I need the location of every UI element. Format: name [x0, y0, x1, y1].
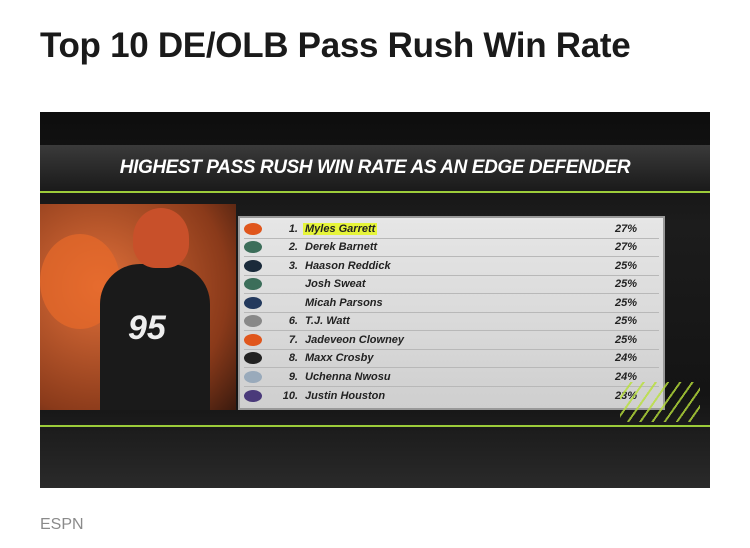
- win-rate: 24%: [614, 352, 637, 365]
- win-rate: 25%: [614, 278, 637, 291]
- table-row: 6. T.J. Watt 25%: [244, 313, 659, 331]
- chargers-bolt-icon: [244, 370, 262, 383]
- player-jersey: [100, 264, 210, 410]
- eagles-icon: [244, 278, 262, 291]
- player-name: Myles Garrett: [303, 222, 378, 235]
- ranking-table: 1. Myles Garrett 27% 2. Derek Barnett 27…: [238, 216, 665, 410]
- rank: 9.: [288, 370, 298, 383]
- player-name: Justin Houston: [305, 389, 386, 402]
- player-name: Micah Parsons: [305, 296, 383, 309]
- rank: 3.: [288, 259, 298, 272]
- win-rate: 27%: [614, 222, 637, 235]
- table-row: 2. Derek Barnett 27%: [244, 239, 659, 257]
- player-name-cell: Maxx Crosby: [303, 352, 587, 364]
- cowboys-star-icon: [244, 296, 262, 309]
- win-rate: 25%: [614, 333, 637, 346]
- browns-helmet-icon: [244, 333, 262, 346]
- image-caption: ESPN: [40, 516, 84, 533]
- graphic-banner: HIGHEST PASS RUSH WIN RATE AS AN EDGE DE…: [40, 145, 710, 193]
- table-row: Micah Parsons 25%: [244, 294, 659, 313]
- win-rate: 25%: [614, 259, 637, 272]
- panthers-icon: [244, 259, 262, 272]
- player-helmet: [133, 208, 189, 268]
- jersey-number: 95: [128, 309, 166, 347]
- rank: 7.: [288, 333, 298, 346]
- player-name: Haason Reddick: [305, 259, 391, 272]
- table-row: 10. Justin Houston 23%: [244, 387, 659, 406]
- win-rate: 27%: [614, 241, 637, 254]
- browns-helmet-icon: [244, 222, 262, 235]
- player-name: Josh Sweat: [305, 278, 366, 291]
- player-name: Derek Barnett: [305, 241, 378, 254]
- table-row: 7. Jadeveon Clowney 25%: [244, 331, 659, 350]
- banner-title: HIGHEST PASS RUSH WIN RATE AS AN EDGE DE…: [119, 157, 631, 178]
- player-name-cell: Derek Barnett: [303, 241, 587, 253]
- table-row: 8. Maxx Crosby 24%: [244, 350, 659, 368]
- ravens-icon: [244, 389, 262, 402]
- player-name: Jadeveon Clowney: [305, 333, 405, 346]
- win-rate: 25%: [614, 315, 637, 328]
- player-name-cell: Jadeveon Clowney: [303, 334, 587, 346]
- raiders-shield-icon: [244, 352, 262, 365]
- win-rate: 25%: [614, 296, 637, 309]
- player-name-cell: Justin Houston: [303, 390, 587, 402]
- rank: 8.: [288, 352, 298, 365]
- player-name-cell: T.J. Watt: [303, 315, 587, 327]
- table-row: Josh Sweat 25%: [244, 276, 659, 294]
- decorative-stripes: [620, 382, 700, 422]
- rank: 2.: [288, 241, 298, 254]
- player-name: Uchenna Nwosu: [305, 370, 391, 383]
- divider: [40, 425, 710, 427]
- article-title: Top 10 DE/OLB Pass Rush Win Rate: [40, 26, 631, 65]
- eagles-icon: [244, 241, 262, 254]
- player-name: Maxx Crosby: [305, 352, 374, 365]
- table-row: 9. Uchenna Nwosu 24%: [244, 368, 659, 387]
- player-name-cell: Myles Garrett: [303, 222, 587, 235]
- player-name-cell: Josh Sweat: [303, 278, 587, 290]
- player-name: T.J. Watt: [305, 315, 350, 328]
- player-photo: 95: [40, 204, 236, 410]
- player-name-cell: Haason Reddick: [303, 260, 587, 272]
- rank: 10.: [282, 389, 298, 402]
- player-name-cell: Uchenna Nwosu: [303, 371, 587, 383]
- player-name-cell: Micah Parsons: [303, 297, 587, 309]
- win-rate: 24%: [614, 370, 637, 383]
- table-row: 1. Myles Garrett 27%: [244, 220, 659, 239]
- rank: 1.: [288, 222, 298, 235]
- graphic-image: HIGHEST PASS RUSH WIN RATE AS AN EDGE DE…: [40, 112, 710, 488]
- rank: 6.: [288, 315, 298, 328]
- table-row: 3. Haason Reddick 25%: [244, 257, 659, 276]
- steelers-icon: [244, 315, 262, 328]
